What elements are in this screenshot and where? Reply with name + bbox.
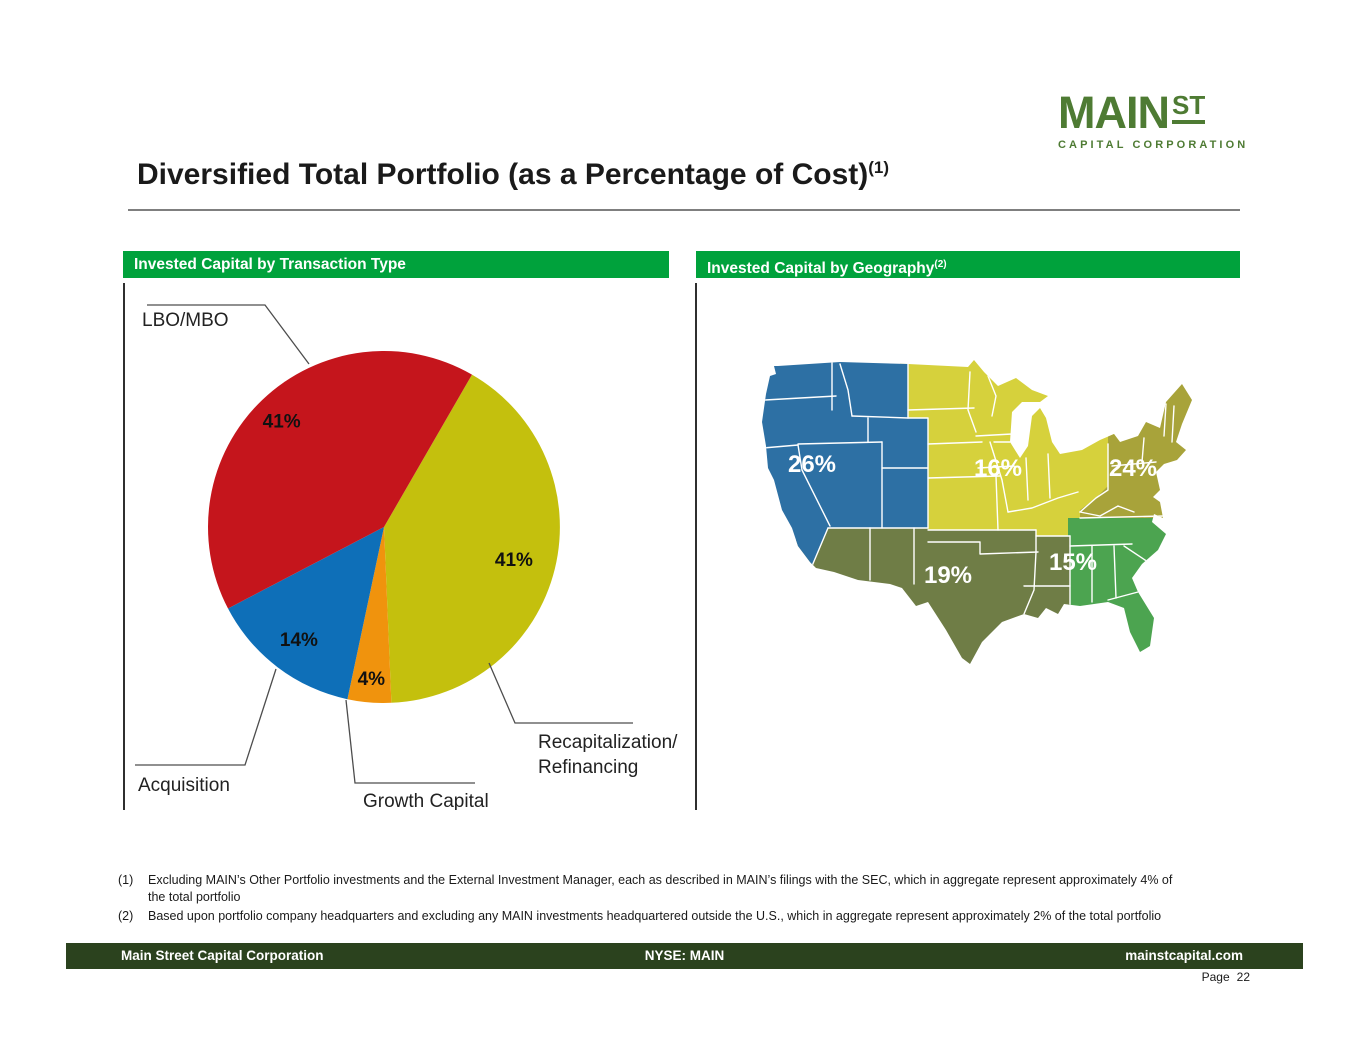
map-label-southwest: 19% <box>924 562 972 589</box>
footnote-1-marker: (1) <box>118 873 134 887</box>
map-label-midwest: 16% <box>974 455 1022 482</box>
left-panel-border <box>123 283 125 810</box>
pie-value-label-2: 14% <box>280 630 318 651</box>
footnote-2-text: Based upon portfolio company headquarter… <box>148 909 1162 923</box>
footnote-1: (1) Excluding MAIN’s Other Portfolio inv… <box>118 872 1193 905</box>
region-west <box>762 360 928 566</box>
callout-label-growth-capital: Growth Capital <box>363 791 489 810</box>
footnote-2-marker: (2) <box>118 909 134 923</box>
right-section-header-superscript: (2) <box>934 259 947 270</box>
company-logo: MAIN ST CAPITAL CORPORATION <box>1058 87 1249 151</box>
logo-main-text: MAIN <box>1058 87 1170 138</box>
pie-slice-acquisition <box>228 527 384 700</box>
logo-subtitle: CAPITAL CORPORATION <box>1058 139 1249 151</box>
map-label-southeast: 15% <box>1049 549 1097 576</box>
footer-company-name: Main Street Capital Corporation <box>121 948 324 963</box>
pie-value-label-1: 4% <box>358 669 386 690</box>
right-panel-border <box>695 283 697 810</box>
leader-line-acquisition <box>135 668 277 766</box>
pie-chart-svg: 41% 4% 14% 41% LBO/MBO Acquisition Growth C… <box>135 304 678 810</box>
map-label-northeast: 24% <box>1109 455 1157 482</box>
page-number-value: 22 <box>1236 970 1250 984</box>
us-map-svg: 26% 16% 24% 19% 15% <box>762 360 1192 664</box>
callout-label-recapitalization-line2: Refinancing <box>538 757 638 778</box>
footnote-1-text: Excluding MAIN’s Other Portfolio investm… <box>148 873 1173 904</box>
region-southeast <box>1068 518 1192 664</box>
title-rule <box>128 209 1240 211</box>
page-title-superscript: (1) <box>868 158 890 177</box>
leader-line-lbo-mbo <box>147 304 310 365</box>
map-label-west: 26% <box>788 451 836 478</box>
logo-st-text: ST <box>1171 92 1206 124</box>
pie-value-label-3: 41% <box>263 411 301 432</box>
right-section-header: Invested Capital by Geography(2) <box>696 251 1240 278</box>
footnotes: (1) Excluding MAIN’s Other Portfolio inv… <box>118 872 1193 928</box>
pie-slice-recapitalization-refinancing <box>384 374 560 703</box>
state-borders <box>762 362 1175 615</box>
footer-ticker: NYSE: MAIN <box>644 948 725 963</box>
left-section-header: Invested Capital by Transaction Type <box>123 251 669 278</box>
footer-website: mainstcapital.com <box>1125 948 1243 963</box>
pie-slices: 41% 4% 14% 41% <box>208 351 560 703</box>
leader-line-recapitalization <box>488 662 633 724</box>
page-title-text: Diversified Total Portfolio (as a Percen… <box>137 158 869 191</box>
page-number-label: Page <box>1201 970 1230 984</box>
page-number: Page 22 <box>1140 970 1250 984</box>
footer-bar: Main Street Capital Corporation NYSE: MA… <box>66 943 1303 969</box>
pie-value-label-0: 41% <box>495 550 533 571</box>
pie-slice-lbo-mbo <box>208 351 472 609</box>
callout-label-recapitalization-line1: Recapitalization/ <box>538 732 678 753</box>
right-section-header-text: Invested Capital by Geography <box>707 260 935 278</box>
pie-slice-growth-capital <box>347 527 392 703</box>
left-section-header-text: Invested Capital by Transaction Type <box>134 256 406 273</box>
footnote-2: (2) Based upon portfolio company headqua… <box>118 908 1193 925</box>
page-title: Diversified Total Portfolio (as a Percen… <box>137 158 889 192</box>
leader-line-growth-capital <box>345 699 475 784</box>
callout-label-lbo-mbo: LBO/MBO <box>142 310 229 331</box>
callout-label-acquisition: Acquisition <box>138 775 230 796</box>
